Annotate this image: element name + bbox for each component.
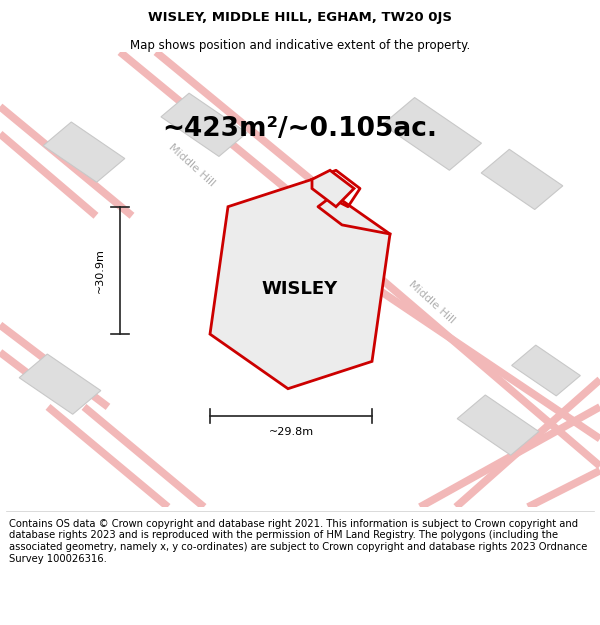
Text: ~29.8m: ~29.8m: [268, 428, 314, 438]
Text: Middle Hill: Middle Hill: [407, 279, 457, 326]
Polygon shape: [457, 395, 539, 455]
Polygon shape: [161, 93, 247, 156]
Text: ~30.9m: ~30.9m: [95, 248, 105, 293]
Text: Middle Hill: Middle Hill: [167, 142, 217, 189]
Polygon shape: [481, 149, 563, 209]
Polygon shape: [382, 98, 482, 170]
Text: ~423m²/~0.105ac.: ~423m²/~0.105ac.: [163, 116, 437, 142]
Text: WISLEY: WISLEY: [262, 279, 338, 298]
Polygon shape: [512, 345, 580, 396]
Text: Map shows position and indicative extent of the property.: Map shows position and indicative extent…: [130, 39, 470, 52]
Polygon shape: [312, 170, 354, 207]
Polygon shape: [210, 179, 390, 389]
Text: Contains OS data © Crown copyright and database right 2021. This information is : Contains OS data © Crown copyright and d…: [9, 519, 587, 564]
Polygon shape: [43, 122, 125, 182]
Text: WISLEY, MIDDLE HILL, EGHAM, TW20 0JS: WISLEY, MIDDLE HILL, EGHAM, TW20 0JS: [148, 11, 452, 24]
Polygon shape: [19, 354, 101, 414]
